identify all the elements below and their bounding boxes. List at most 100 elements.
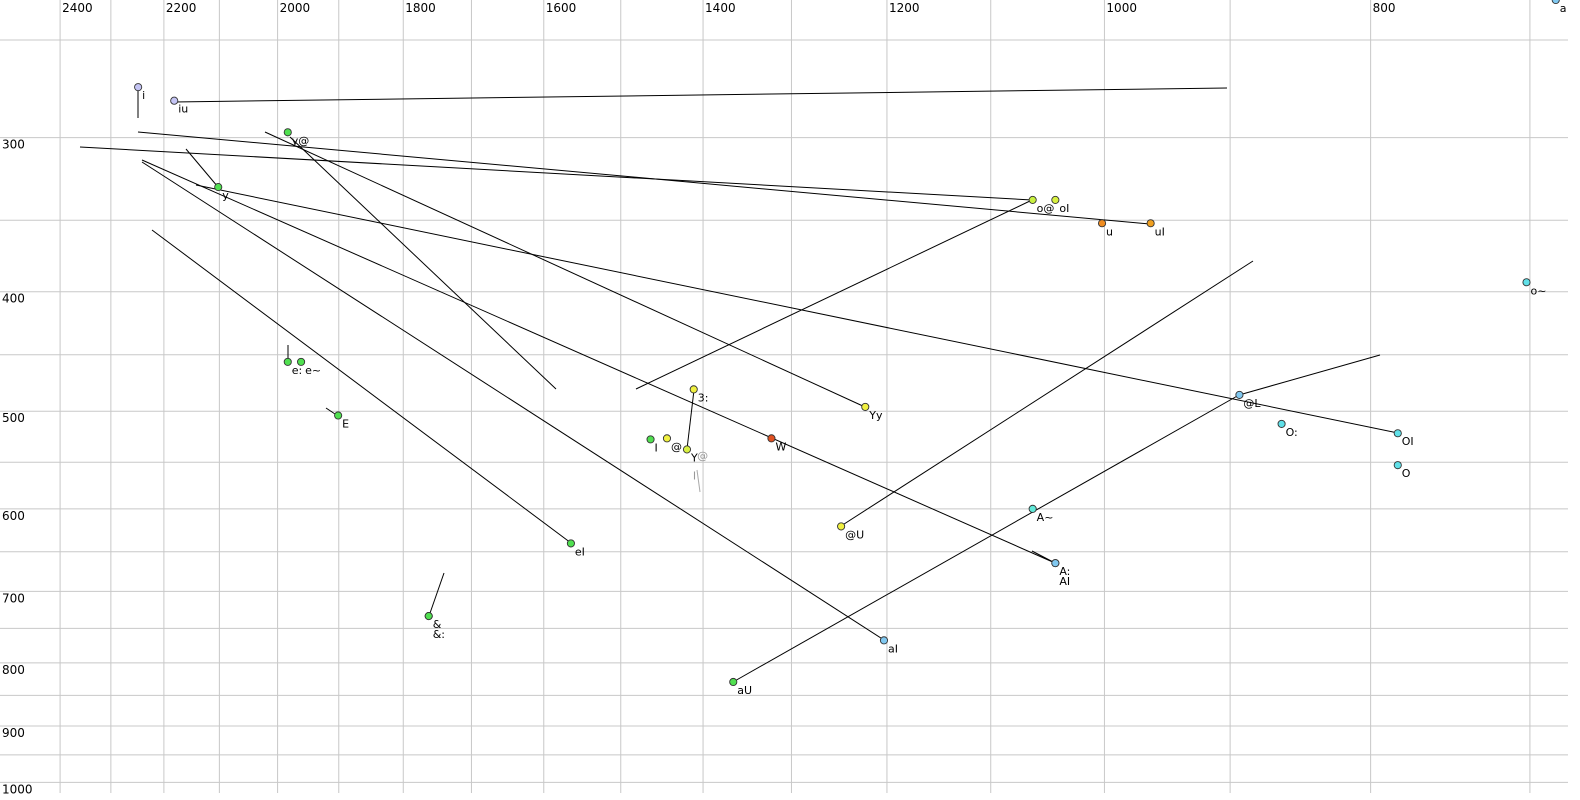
point-label: Yy (868, 409, 883, 422)
trajectory-line (840, 260, 1254, 527)
point (214, 183, 223, 192)
point (861, 402, 870, 411)
trajectory-line (289, 136, 557, 390)
point (1235, 390, 1244, 399)
trajectory-line (195, 184, 1399, 434)
point-label: a (1560, 2, 1567, 15)
trajectory-line (732, 394, 1240, 683)
point-label: y (222, 189, 229, 202)
point (283, 357, 292, 366)
y-tick-label: 500 (2, 411, 25, 425)
point-label: oI (1059, 202, 1069, 215)
point-label: aU (737, 684, 752, 697)
point-label: iu (178, 103, 188, 116)
point-label: O (1402, 467, 1411, 480)
x-tick-label: 2400 (62, 1, 93, 15)
y-tick-label: 1000 (2, 782, 33, 796)
trajectory-line (1031, 550, 1056, 564)
point (566, 539, 575, 548)
point-label: y@ (292, 134, 310, 147)
trajectory-line (696, 469, 701, 493)
point-label: A: (1059, 565, 1070, 578)
point (334, 411, 343, 420)
point (283, 128, 292, 137)
trajectory-line (264, 131, 866, 408)
point-label: aI (888, 642, 898, 655)
trajectories (79, 87, 1399, 683)
point-label: i (142, 89, 145, 102)
point-label: eI (575, 545, 585, 558)
y-tick-label: 900 (2, 726, 25, 740)
point (170, 96, 179, 105)
point-label: 3: (698, 391, 709, 404)
trajectory-line (137, 131, 1151, 225)
point (1146, 219, 1155, 228)
point (1522, 278, 1531, 287)
trajectory-line (173, 87, 1228, 103)
y-tick-label: 400 (2, 292, 25, 306)
point-label: OI (1402, 435, 1414, 448)
point (1028, 504, 1037, 513)
trajectory-line (428, 572, 445, 617)
point-label: E (342, 417, 349, 430)
point-label: AI (1059, 575, 1070, 588)
point-label: u (1106, 225, 1113, 238)
point (729, 677, 738, 687)
point (1097, 219, 1107, 228)
trajectory-line (686, 389, 695, 450)
point-label: I (655, 441, 658, 454)
point (646, 435, 655, 444)
point-label: e: (292, 364, 302, 377)
x-tick-label: 1600 (546, 1, 577, 15)
faded-label: I (693, 470, 696, 483)
faded-label: @ (697, 449, 708, 462)
point (134, 83, 143, 92)
point-label: @U (845, 528, 864, 541)
point-label: & (433, 618, 442, 631)
point (1393, 461, 1402, 470)
point (1393, 429, 1402, 438)
x-tick-label: 2000 (280, 1, 311, 15)
point (1051, 559, 1060, 568)
point (1051, 195, 1060, 204)
point-label: W (775, 440, 786, 453)
point-label: uI (1155, 225, 1165, 238)
point-label: @L (1243, 397, 1261, 410)
point (662, 434, 672, 443)
x-tick-label: 2200 (166, 1, 197, 15)
trajectory-line (635, 199, 1033, 390)
y-tick-label: 700 (2, 591, 25, 605)
y-tick-label: 300 (2, 138, 25, 152)
point (767, 434, 776, 443)
x-tick-label: 1800 (405, 1, 436, 15)
point (297, 357, 306, 366)
trajectory-line (151, 229, 572, 544)
point (1551, 0, 1560, 5)
trajectory-line (1238, 354, 1381, 396)
point-label: @ (671, 440, 682, 453)
point (689, 385, 698, 394)
x-tick-label: 1200 (889, 1, 920, 15)
trajectory-line (141, 161, 885, 641)
point (879, 636, 889, 645)
point-label: Y (690, 451, 698, 464)
point-label: A~ (1037, 511, 1054, 524)
trajectory-line (79, 146, 1033, 201)
trajectory-line (185, 148, 219, 188)
point-label: e~ (305, 364, 321, 377)
y-tick-label: 600 (2, 509, 25, 523)
trajectory-line (141, 159, 1056, 564)
x-tick-label: 800 (1373, 1, 1396, 15)
point-label: O: (1286, 426, 1298, 439)
y-tick-label: 800 (2, 663, 25, 677)
point (837, 522, 846, 531)
point (682, 445, 692, 454)
point (1028, 195, 1037, 204)
point-label: o~ (1531, 284, 1547, 297)
point (1277, 419, 1286, 428)
